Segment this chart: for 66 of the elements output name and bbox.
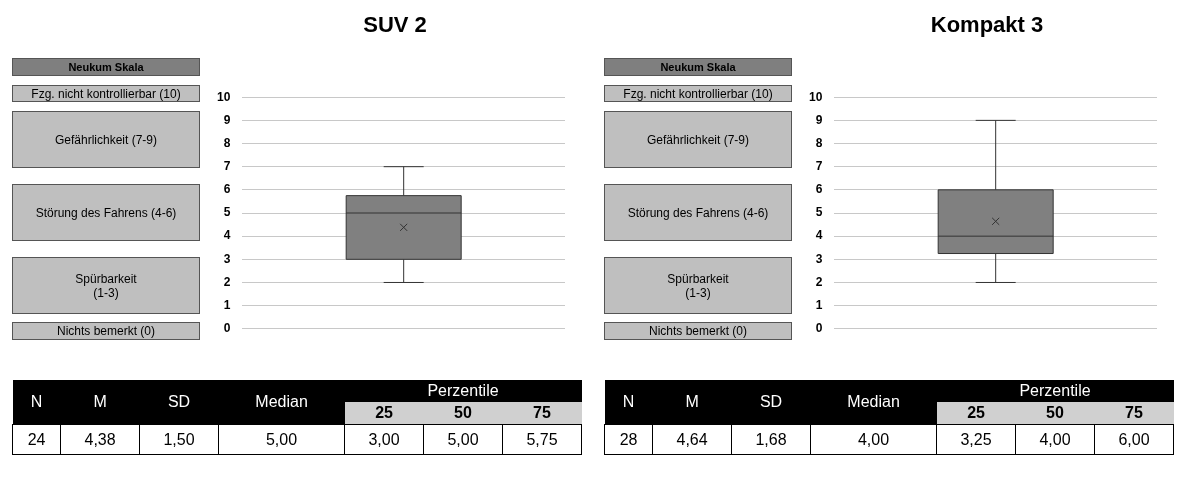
text: Spürbarkeit (1-3) (604, 257, 792, 314)
y-tick-label: 7 (223, 158, 231, 173)
text: SD (731, 380, 811, 425)
text: Perzentile (344, 380, 582, 402)
text: 3,00 (344, 424, 424, 455)
y-tick-label: 2 (223, 274, 231, 289)
text: Neukum Skala (604, 58, 792, 76)
text: 75 (1094, 402, 1174, 425)
y-tick-label: 4 (815, 228, 823, 243)
text: N (12, 380, 61, 425)
text: 24 (12, 424, 61, 455)
text: M (60, 380, 140, 425)
y-tick-label: 4 (223, 228, 231, 243)
text: 4,00 (1015, 424, 1095, 455)
text: 6,00 (1094, 424, 1174, 455)
text: 5,00 (218, 424, 345, 455)
text: Fzg. nicht kontrollierbar (10) (12, 85, 200, 102)
text: 3,25 (936, 424, 1016, 455)
text: SD (139, 380, 219, 425)
y-tick-label: 8 (223, 135, 231, 150)
text: 4,38 (60, 424, 140, 455)
y-tick-label: 1 (223, 297, 231, 312)
text: 5,00 (423, 424, 503, 455)
y-tick-label: 1 (815, 297, 823, 312)
text: Gefährlichkeit (7-9) (604, 111, 792, 168)
text: 1,50 (139, 424, 219, 455)
y-tick-label: 5 (223, 205, 231, 220)
text: 25 (344, 402, 424, 425)
text: Störung des Fahrens (4-6) (12, 184, 200, 241)
text: M (652, 380, 732, 425)
y-tick-label: 8 (815, 135, 823, 150)
text: Fzg. nicht kontrollierbar (10) (604, 85, 792, 102)
text: 4,64 (652, 424, 732, 455)
text: 1,68 (731, 424, 811, 455)
y-tick-label: 3 (223, 251, 231, 266)
y-tick-label: 0 (815, 321, 823, 336)
chart-title: SUV 2 (362, 12, 428, 38)
y-tick-label: 2 (815, 274, 823, 289)
y-tick-label: 9 (223, 112, 231, 127)
text: 75 (502, 402, 582, 425)
text: 50 (1015, 402, 1095, 425)
text: Nichts bemerkt (0) (12, 322, 200, 340)
y-tick-label: 9 (815, 112, 823, 127)
text: 28 (604, 424, 653, 455)
chart-title: Kompakt 3 (929, 12, 1045, 38)
text: Gefährlichkeit (7-9) (12, 111, 200, 168)
text: Spürbarkeit (1-3) (12, 257, 200, 314)
text: 4,00 (810, 424, 937, 455)
text: 50 (423, 402, 503, 425)
text: Perzentile (936, 380, 1174, 402)
text: Median (810, 380, 937, 425)
y-tick-label: 0 (223, 321, 231, 336)
y-tick-label: 5 (815, 205, 823, 220)
y-tick-label: 6 (815, 182, 823, 197)
text: Nichts bemerkt (0) (604, 322, 792, 340)
text: 5,75 (502, 424, 582, 455)
y-tick-label: 6 (223, 182, 231, 197)
y-tick-label: 10 (808, 89, 823, 104)
text: N (604, 380, 653, 425)
y-tick-label: 7 (815, 158, 823, 173)
y-tick-label: 3 (815, 251, 823, 266)
text: Median (218, 380, 345, 425)
text: Störung des Fahrens (4-6) (604, 184, 792, 241)
text: Neukum Skala (12, 58, 200, 76)
y-tick-label: 10 (216, 89, 231, 104)
text: 25 (936, 402, 1016, 425)
